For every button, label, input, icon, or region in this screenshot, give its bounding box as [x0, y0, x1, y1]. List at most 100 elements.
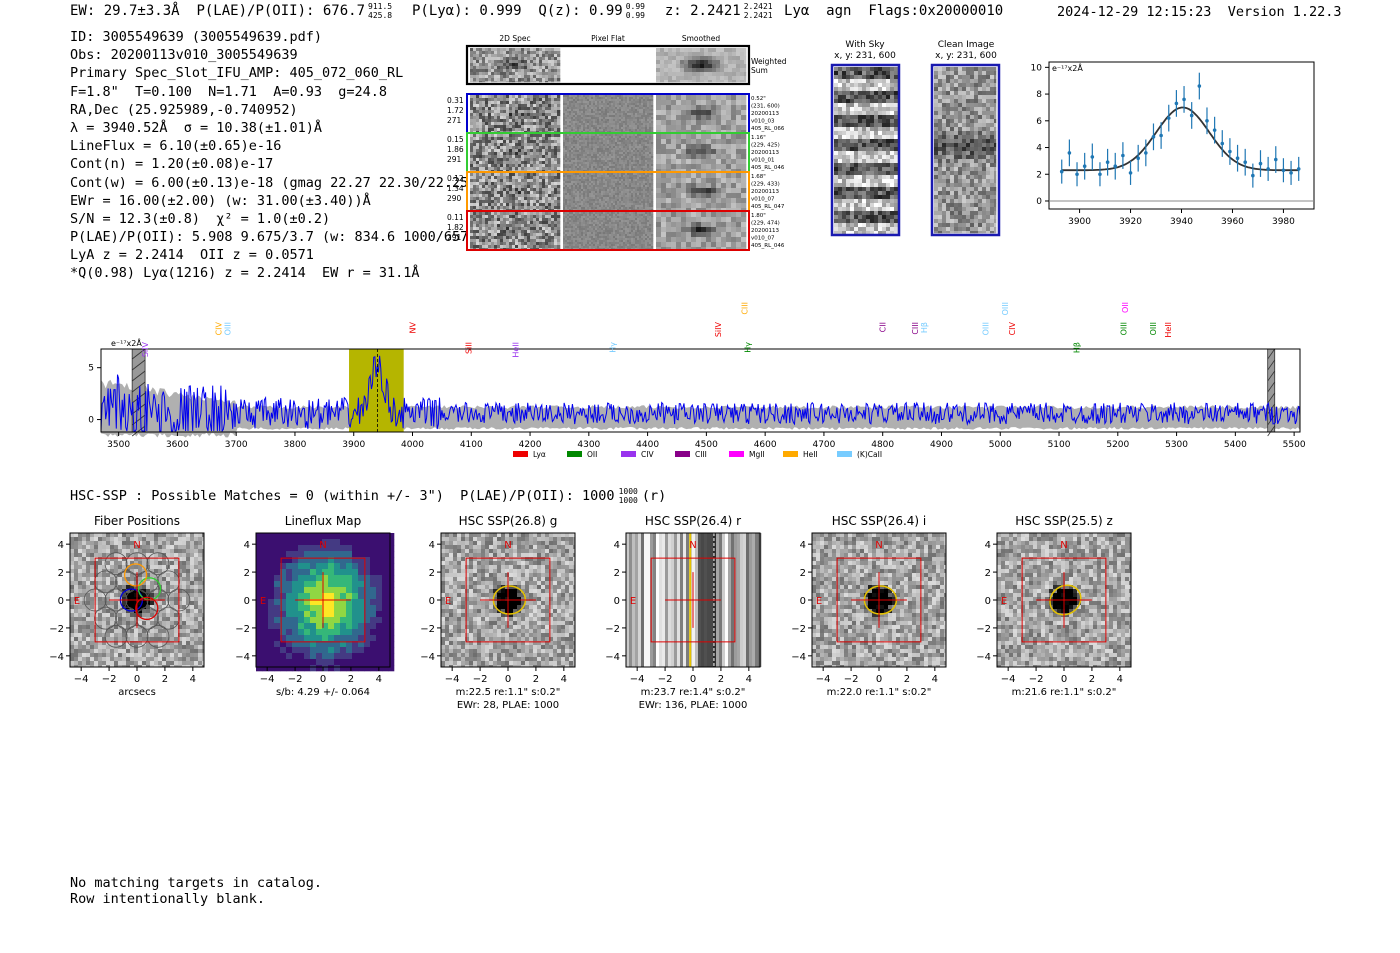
- pixel: [601, 177, 604, 180]
- pixel: [497, 54, 501, 58]
- pixel: [585, 101, 588, 104]
- pixel: [512, 179, 516, 183]
- pixel: [587, 136, 590, 139]
- pixel: [651, 105, 654, 108]
- pixel: [637, 201, 640, 204]
- pixel: [554, 95, 558, 99]
- pixel: [593, 103, 596, 106]
- pixel: [583, 187, 586, 190]
- pixel: [542, 155, 546, 159]
- pixel: [488, 75, 492, 79]
- pixel: [599, 197, 602, 200]
- pixel: [651, 138, 654, 141]
- pixel: [548, 101, 552, 105]
- pixel: [567, 119, 570, 122]
- pixel: [589, 131, 592, 133]
- pixel: [651, 154, 654, 157]
- pixel: [571, 119, 574, 122]
- pixel: [664, 68, 669, 73]
- pixel: [518, 113, 522, 117]
- pixel: [635, 205, 638, 208]
- pixel: [494, 98, 498, 102]
- pixel: [494, 161, 498, 165]
- pixel: [491, 134, 495, 138]
- pixel: [721, 105, 727, 111]
- pixel: [565, 134, 568, 137]
- pixel: [741, 193, 747, 199]
- pixel: [623, 138, 626, 141]
- pixel: [515, 54, 519, 58]
- pixel: [554, 221, 558, 225]
- pixel: [571, 170, 574, 172]
- pixel: [470, 60, 474, 64]
- pixel: [633, 173, 636, 176]
- pixel: [491, 218, 495, 222]
- row-stat: 291: [447, 155, 462, 164]
- pixel: [641, 183, 644, 186]
- pixel: [585, 156, 588, 159]
- pixel: [557, 188, 561, 192]
- pixel: [651, 121, 654, 124]
- pixel: [716, 56, 721, 61]
- pixel: [569, 113, 572, 116]
- pixel: [497, 224, 501, 228]
- pixel: [621, 101, 624, 104]
- pixel: [627, 142, 630, 145]
- pixel: [609, 117, 612, 120]
- pixel: [637, 115, 640, 118]
- pixel: [617, 129, 620, 132]
- pixel: [637, 193, 640, 196]
- pixel: [629, 177, 632, 180]
- pixel: [625, 150, 628, 153]
- pixel: [613, 170, 616, 172]
- pixel: [591, 152, 594, 155]
- pixel: [539, 197, 543, 201]
- pixel: [716, 193, 722, 199]
- pixel: [633, 158, 636, 161]
- pixel: [615, 197, 618, 200]
- pixel: [617, 150, 620, 153]
- pixel: [645, 166, 648, 169]
- pixel: [554, 215, 558, 219]
- pixel: [569, 107, 572, 110]
- pixel: [557, 51, 561, 55]
- pixel: [656, 52, 661, 57]
- pixel: [583, 109, 586, 112]
- pixel: [661, 120, 667, 126]
- pixel: [605, 154, 608, 157]
- pixel: [645, 129, 648, 132]
- pixel: [635, 183, 638, 186]
- pixel: [494, 209, 498, 211]
- pixel: [645, 154, 648, 157]
- pixel: [573, 148, 576, 151]
- pixel: [595, 156, 598, 159]
- pixel: [545, 224, 549, 228]
- pixel: [603, 177, 606, 180]
- pixel: [617, 125, 620, 128]
- pixel: [518, 206, 522, 210]
- pixel: [545, 164, 549, 168]
- pixel: [645, 187, 648, 190]
- pixel: [473, 194, 477, 198]
- pixel: [721, 110, 727, 116]
- pixel: [521, 107, 525, 111]
- pixel: [521, 206, 525, 210]
- pixel: [521, 122, 525, 126]
- pixel: [633, 152, 636, 155]
- pixel: [623, 173, 626, 176]
- pixel: [680, 68, 685, 73]
- pixel: [509, 179, 513, 183]
- pixel: [633, 121, 636, 124]
- pixel: [515, 107, 519, 111]
- pixel: [503, 104, 507, 108]
- pixel: [631, 117, 634, 120]
- pixel: [736, 68, 741, 73]
- pixel: [587, 177, 590, 180]
- pixel: [488, 143, 492, 147]
- pixel: [565, 107, 568, 110]
- pixel: [716, 178, 722, 184]
- pixel: [645, 152, 648, 155]
- pixel: [607, 107, 610, 110]
- pixel: [609, 123, 612, 126]
- pixel: [527, 218, 531, 222]
